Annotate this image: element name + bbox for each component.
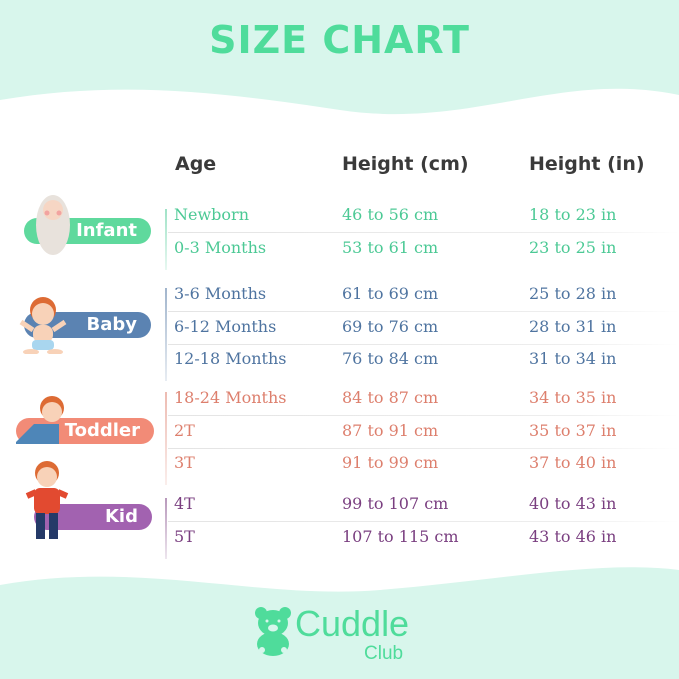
- cell-in: 34 to 35 in: [529, 388, 617, 407]
- cell-cm: 99 to 107 cm: [342, 494, 449, 513]
- group-divider: [165, 392, 167, 485]
- group-divider: [165, 498, 167, 559]
- kid-illustration: [25, 461, 69, 539]
- cell-cm: 76 to 84 cm: [342, 349, 439, 368]
- cell-age: 2T: [174, 421, 195, 440]
- cell-cm: 107 to 115 cm: [342, 527, 459, 546]
- row-divider: [168, 415, 679, 416]
- cell-in: 37 to 40 in: [529, 453, 617, 472]
- header-height-cm: Height (cm): [342, 153, 469, 175]
- toddler-illustration: [16, 396, 64, 444]
- cell-age: 18-24 Months: [174, 388, 287, 407]
- brand-name-line2: Club: [364, 643, 404, 664]
- cell-in: 18 to 23 in: [529, 205, 617, 224]
- cell-cm: 46 to 56 cm: [342, 205, 439, 224]
- infant-illustration: [36, 195, 70, 255]
- cell-in: 28 to 31 in: [529, 317, 617, 336]
- cell-in: 23 to 25 in: [529, 238, 617, 257]
- group-divider: [165, 288, 167, 381]
- cell-in: 40 to 43 in: [529, 494, 617, 513]
- cell-cm: 87 to 91 cm: [342, 421, 439, 440]
- cell-cm: 61 to 69 cm: [342, 284, 439, 303]
- row-divider: [168, 311, 679, 312]
- row-divider: [168, 344, 679, 345]
- cell-age: 12-18 Months: [174, 349, 287, 368]
- cell-in: 43 to 46 in: [529, 527, 617, 546]
- row-divider: [168, 521, 679, 522]
- group-divider: [165, 209, 167, 270]
- cell-cm: 53 to 61 cm: [342, 238, 439, 257]
- header-height-in: Height (in): [529, 153, 645, 175]
- row-divider: [168, 448, 679, 449]
- cell-in: 31 to 34 in: [529, 349, 617, 368]
- cell-age: 4T: [174, 494, 195, 513]
- cell-age: 3-6 Months: [174, 284, 267, 303]
- cell-age: Newborn: [174, 205, 249, 224]
- brand-name-line1: Cuddle: [295, 603, 410, 644]
- cell-age: 5T: [174, 527, 195, 546]
- cell-age: 6-12 Months: [174, 317, 277, 336]
- cell-in: 35 to 37 in: [529, 421, 617, 440]
- header-age: Age: [175, 153, 217, 175]
- page-title: SIZE CHART: [209, 18, 470, 62]
- cell-cm: 69 to 76 cm: [342, 317, 439, 336]
- cell-age: 0-3 Months: [174, 238, 267, 257]
- cell-age: 3T: [174, 453, 195, 472]
- cell-in: 25 to 28 in: [529, 284, 617, 303]
- row-divider: [168, 232, 679, 233]
- teddy-bear-icon: [255, 607, 291, 656]
- cell-cm: 84 to 87 cm: [342, 388, 439, 407]
- cell-cm: 91 to 99 cm: [342, 453, 439, 472]
- baby-illustration: [19, 297, 67, 354]
